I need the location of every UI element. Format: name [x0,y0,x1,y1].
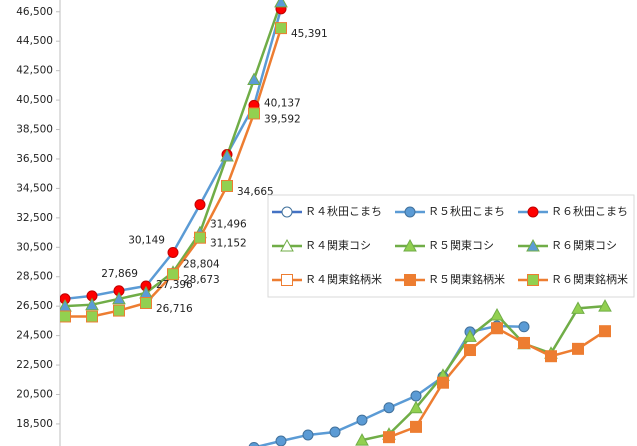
data-point [86,310,98,323]
legend-marker [280,238,294,252]
y-tick-label: 22,500 [16,359,53,371]
data-point [571,301,585,314]
y-tick-label: 42,500 [16,65,53,77]
data-point [113,304,125,317]
legend-marker [281,206,293,218]
legend: Ｒ４秋田こまち Ｒ５秋田こまち Ｒ６秋田こまち Ｒ４関東コシ Ｒ５関東コシ Ｒ６関東コシ Ｒ… [267,194,635,298]
data-label: 31,152 [210,238,247,250]
data-point [60,310,71,323]
series-line [361,304,606,442]
legend-marker [403,238,417,252]
data-point [302,429,314,441]
data-point [221,179,233,192]
data-point [275,435,287,446]
data-label: 28,804 [183,258,220,270]
data-point [220,148,234,162]
data-label: 26,716 [156,303,193,315]
data-point [437,376,449,389]
data-label: 28,673 [183,274,220,286]
data-point [518,321,530,333]
series-line [64,1,283,308]
legend-label: Ｒ６秋田こまち [551,204,628,218]
legend-label: Ｒ５秋田こまち [428,204,505,218]
y-tick-label: 34,500 [16,182,53,194]
data-point [85,297,99,311]
y-tick-label: 26,500 [16,300,53,312]
y-tick-label: 30,500 [16,241,53,253]
data-point [490,307,504,321]
y-tick-label: 38,500 [16,124,53,136]
y-tick-label: 46,500 [16,6,53,18]
legend-marker [527,274,539,286]
data-point [545,350,557,363]
legend-marker [404,206,416,218]
y-tick-label: 44,500 [16,35,53,47]
data-label: 45,391 [291,28,328,40]
legend-label: Ｒ５関東コシ [428,239,494,252]
data-point [598,299,612,312]
data-point [355,433,369,446]
data-point [463,329,477,342]
legend-marker [404,274,416,286]
data-point [194,199,206,211]
legend-label: Ｒ５関東銘柄米 [428,272,505,286]
data-point [248,441,260,446]
y-tick-label: 40,500 [16,94,53,106]
y-tick-label: 36,500 [16,153,53,165]
data-label: 31,496 [210,219,247,231]
legend-marker [281,274,293,286]
data-point [194,231,206,244]
y-tick-label: 24,500 [16,330,53,342]
legend-label: Ｒ６関東コシ [551,239,617,252]
data-point [329,426,341,438]
y-tick-label: 28,500 [16,271,53,283]
y-tick-label: 32,500 [16,212,53,224]
data-label: 34,665 [237,186,274,198]
data-label: 30,149 [128,234,165,246]
data-point [410,390,422,402]
data-label: 40,137 [264,97,301,109]
y-tick-label: 20,500 [16,388,53,400]
data-point [247,72,261,85]
plot-area [60,0,612,446]
data-point [275,22,287,35]
legend-label: Ｒ４関東コシ [305,239,371,252]
data-point [599,325,611,338]
data-labels: 27,86930,14940,13727,39628,80431,49647,1… [101,28,328,315]
data-point [140,296,152,309]
data-point [383,431,395,444]
legend-label: Ｒ４関東銘柄米 [305,272,382,286]
data-point [248,107,260,120]
legend-label: Ｒ４秋田こまち [305,204,382,218]
data-point [409,400,423,414]
data-point [167,246,179,258]
y-tick-label: 18,500 [16,418,53,430]
legend-marker [527,206,539,218]
data-label: 39,592 [264,113,301,125]
data-point [274,0,288,8]
data-label: 27,869 [101,268,138,280]
data-point [356,414,368,426]
data-label: 27,396 [156,279,193,291]
legend-box [267,194,635,298]
legend-marker [526,238,540,252]
data-point [112,291,126,305]
data-point [518,336,530,349]
data-point [464,344,476,357]
data-point [572,342,584,355]
data-point [410,420,422,433]
data-point [167,268,179,281]
data-point [491,322,503,335]
data-point [383,402,395,414]
legend-label: Ｒ６関東銘柄米 [551,272,628,286]
